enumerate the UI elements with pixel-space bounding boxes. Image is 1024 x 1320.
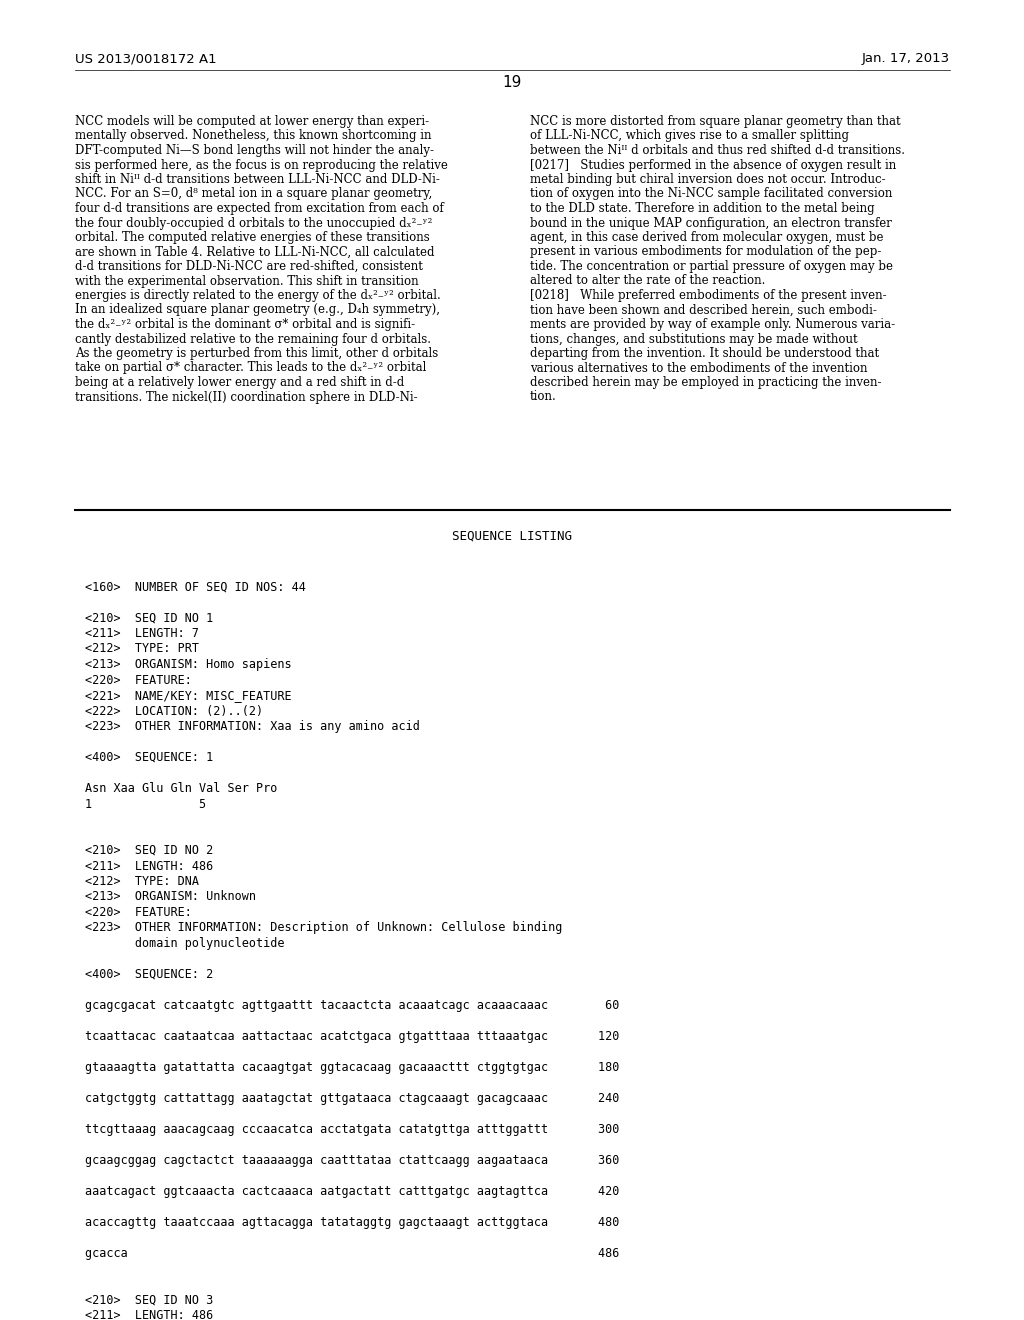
Text: tion.: tion. xyxy=(530,391,557,404)
Text: tcaattacac caataatcaa aattactaac acatctgaca gtgatttaaa tttaaatgac       120: tcaattacac caataatcaa aattactaac acatctg… xyxy=(85,1030,620,1043)
Text: <220>  FEATURE:: <220> FEATURE: xyxy=(85,673,191,686)
Text: [0218]   While preferred embodiments of the present inven-: [0218] While preferred embodiments of th… xyxy=(530,289,887,302)
Text: the dₓ²₋ʸ² orbital is the dominant σ* orbital and is signifi-: the dₓ²₋ʸ² orbital is the dominant σ* or… xyxy=(75,318,415,331)
Text: <211>  LENGTH: 7: <211> LENGTH: 7 xyxy=(85,627,199,640)
Text: ments are provided by way of example only. Numerous varia-: ments are provided by way of example onl… xyxy=(530,318,895,331)
Text: of LLL-Ni-NCC, which gives rise to a smaller splitting: of LLL-Ni-NCC, which gives rise to a sma… xyxy=(530,129,849,143)
Text: 1               5: 1 5 xyxy=(85,797,206,810)
Text: NCC is more distorted from square planar geometry than that: NCC is more distorted from square planar… xyxy=(530,115,901,128)
Text: tide. The concentration or partial pressure of oxygen may be: tide. The concentration or partial press… xyxy=(530,260,893,273)
Text: <210>  SEQ ID NO 2: <210> SEQ ID NO 2 xyxy=(85,843,213,857)
Text: <223>  OTHER INFORMATION: Xaa is any amino acid: <223> OTHER INFORMATION: Xaa is any amin… xyxy=(85,719,420,733)
Text: transitions. The nickel(II) coordination sphere in DLD-Ni-: transitions. The nickel(II) coordination… xyxy=(75,391,418,404)
Text: tion have been shown and described herein, such embodi-: tion have been shown and described herei… xyxy=(530,304,877,317)
Text: <223>  OTHER INFORMATION: Description of Unknown: Cellulose binding: <223> OTHER INFORMATION: Description of … xyxy=(85,921,562,935)
Text: <221>  NAME/KEY: MISC_FEATURE: <221> NAME/KEY: MISC_FEATURE xyxy=(85,689,292,702)
Text: <400>  SEQUENCE: 1: <400> SEQUENCE: 1 xyxy=(85,751,213,764)
Text: various alternatives to the embodiments of the invention: various alternatives to the embodiments … xyxy=(530,362,867,375)
Text: present in various embodiments for modulation of the pep-: present in various embodiments for modul… xyxy=(530,246,882,259)
Text: agent, in this case derived from molecular oxygen, must be: agent, in this case derived from molecul… xyxy=(530,231,884,244)
Text: ttcgttaaag aaacagcaag cccaacatca acctatgata catatgttga atttggattt       300: ttcgttaaag aaacagcaag cccaacatca acctatg… xyxy=(85,1123,620,1137)
Text: <212>  TYPE: DNA: <212> TYPE: DNA xyxy=(85,875,199,888)
Text: <220>  FEATURE:: <220> FEATURE: xyxy=(85,906,191,919)
Text: domain polynucleotide: domain polynucleotide xyxy=(85,937,285,950)
Text: As the geometry is perturbed from this limit, other d orbitals: As the geometry is perturbed from this l… xyxy=(75,347,438,360)
Text: altered to alter the rate of the reaction.: altered to alter the rate of the reactio… xyxy=(530,275,765,288)
Text: SEQUENCE LISTING: SEQUENCE LISTING xyxy=(452,531,572,543)
Text: gcaagcggag cagctactct taaaaaagga caatttataa ctattcaagg aagaataaca       360: gcaagcggag cagctactct taaaaaagga caattta… xyxy=(85,1154,620,1167)
Text: <400>  SEQUENCE: 2: <400> SEQUENCE: 2 xyxy=(85,968,213,981)
Text: <212>  TYPE: PRT: <212> TYPE: PRT xyxy=(85,643,199,656)
Text: <160>  NUMBER OF SEQ ID NOS: 44: <160> NUMBER OF SEQ ID NOS: 44 xyxy=(85,581,306,594)
Text: to the DLD state. Therefore in addition to the metal being: to the DLD state. Therefore in addition … xyxy=(530,202,874,215)
Text: orbital. The computed relative energies of these transitions: orbital. The computed relative energies … xyxy=(75,231,430,244)
Text: NCC. For an S=0, d⁸ metal ion in a square planar geometry,: NCC. For an S=0, d⁸ metal ion in a squar… xyxy=(75,187,432,201)
Text: <213>  ORGANISM: Homo sapiens: <213> ORGANISM: Homo sapiens xyxy=(85,657,292,671)
Text: <210>  SEQ ID NO 3: <210> SEQ ID NO 3 xyxy=(85,1294,213,1307)
Text: catgctggtg cattattagg aaatagctat gttgataaca ctagcaaagt gacagcaaac       240: catgctggtg cattattagg aaatagctat gttgata… xyxy=(85,1092,620,1105)
Text: with the experimental observation. This shift in transition: with the experimental observation. This … xyxy=(75,275,419,288)
Text: four d-d transitions are expected from excitation from each of: four d-d transitions are expected from e… xyxy=(75,202,443,215)
Text: d-d transitions for DLD-Ni-NCC are red-shifted, consistent: d-d transitions for DLD-Ni-NCC are red-s… xyxy=(75,260,423,273)
Text: tions, changes, and substitutions may be made without: tions, changes, and substitutions may be… xyxy=(530,333,858,346)
Text: take on partial σ* character. This leads to the dₓ²₋ʸ² orbital: take on partial σ* character. This leads… xyxy=(75,362,426,375)
Text: between the Niᴵᴵ d orbitals and thus red shifted d-d transitions.: between the Niᴵᴵ d orbitals and thus red… xyxy=(530,144,905,157)
Text: gcagcgacat catcaatgtc agttgaattt tacaactcta acaaatcagc acaaacaaac        60: gcagcgacat catcaatgtc agttgaattt tacaact… xyxy=(85,999,620,1012)
Text: acaccagttg taaatccaaa agttacagga tatataggtg gagctaaagt acttggtaca       480: acaccagttg taaatccaaa agttacagga tatatag… xyxy=(85,1216,620,1229)
Text: departing from the invention. It should be understood that: departing from the invention. It should … xyxy=(530,347,880,360)
Text: Jan. 17, 2013: Jan. 17, 2013 xyxy=(862,51,950,65)
Text: NCC models will be computed at lower energy than experi-: NCC models will be computed at lower ene… xyxy=(75,115,429,128)
Text: cantly destabilized relative to the remaining four d orbitals.: cantly destabilized relative to the rema… xyxy=(75,333,431,346)
Text: gtaaaagtta gatattatta cacaagtgat ggtacacaag gacaaacttt ctggtgtgac       180: gtaaaagtta gatattatta cacaagtgat ggtacac… xyxy=(85,1061,620,1074)
Text: metal binding but chiral inversion does not occur. Introduc-: metal binding but chiral inversion does … xyxy=(530,173,886,186)
Text: being at a relatively lower energy and a red shift in d-d: being at a relatively lower energy and a… xyxy=(75,376,404,389)
Text: gcacca                                                                  486: gcacca 486 xyxy=(85,1247,620,1261)
Text: mentally observed. Nonetheless, this known shortcoming in: mentally observed. Nonetheless, this kno… xyxy=(75,129,431,143)
Text: energies is directly related to the energy of the dₓ²₋ʸ² orbital.: energies is directly related to the ener… xyxy=(75,289,440,302)
Text: aaatcagact ggtcaaacta cactcaaaca aatgactatt catttgatgc aagtagttca       420: aaatcagact ggtcaaacta cactcaaaca aatgact… xyxy=(85,1185,620,1199)
Text: <210>  SEQ ID NO 1: <210> SEQ ID NO 1 xyxy=(85,611,213,624)
Text: [0217]   Studies performed in the absence of oxygen result in: [0217] Studies performed in the absence … xyxy=(530,158,896,172)
Text: tion of oxygen into the Ni-NCC sample facilitated conversion: tion of oxygen into the Ni-NCC sample fa… xyxy=(530,187,892,201)
Text: <222>  LOCATION: (2)..(2): <222> LOCATION: (2)..(2) xyxy=(85,705,263,718)
Text: described herein may be employed in practicing the inven-: described herein may be employed in prac… xyxy=(530,376,882,389)
Text: bound in the unique MAP configuration, an electron transfer: bound in the unique MAP configuration, a… xyxy=(530,216,892,230)
Text: DFT-computed Ni—S bond lengths will not hinder the analy-: DFT-computed Ni—S bond lengths will not … xyxy=(75,144,434,157)
Text: 19: 19 xyxy=(503,75,521,90)
Text: <211>  LENGTH: 486: <211> LENGTH: 486 xyxy=(85,1309,213,1320)
Text: are shown in Table 4. Relative to LLL-Ni-NCC, all calculated: are shown in Table 4. Relative to LLL-Ni… xyxy=(75,246,434,259)
Text: the four doubly-occupied d orbitals to the unoccupied dₓ²₋ʸ²: the four doubly-occupied d orbitals to t… xyxy=(75,216,432,230)
Text: In an idealized square planar geometry (e.g., D₄h symmetry),: In an idealized square planar geometry (… xyxy=(75,304,440,317)
Text: sis performed here, as the focus is on reproducing the relative: sis performed here, as the focus is on r… xyxy=(75,158,447,172)
Text: <213>  ORGANISM: Unknown: <213> ORGANISM: Unknown xyxy=(85,891,256,903)
Text: shift in Niᴵᴵ d-d transitions between LLL-Ni-NCC and DLD-Ni-: shift in Niᴵᴵ d-d transitions between LL… xyxy=(75,173,440,186)
Text: US 2013/0018172 A1: US 2013/0018172 A1 xyxy=(75,51,217,65)
Text: <211>  LENGTH: 486: <211> LENGTH: 486 xyxy=(85,859,213,873)
Text: Asn Xaa Glu Gln Val Ser Pro: Asn Xaa Glu Gln Val Ser Pro xyxy=(85,781,278,795)
